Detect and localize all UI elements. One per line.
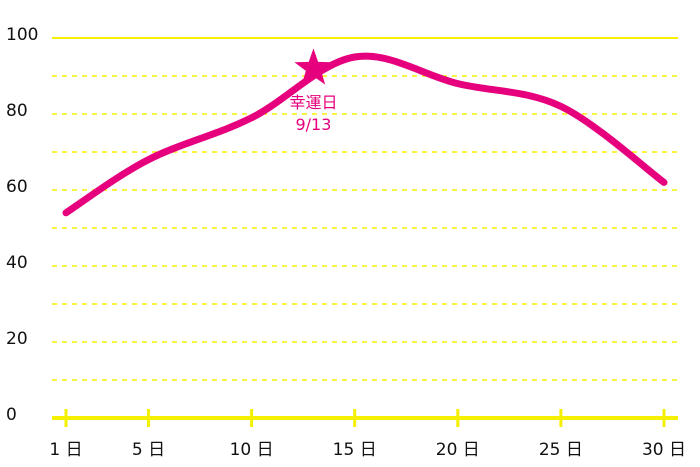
annotation-date: 9/13 <box>295 115 331 134</box>
y-tick-label: 60 <box>6 177 28 197</box>
line-series <box>62 52 668 217</box>
x-tick-label: 10 日 <box>230 440 274 460</box>
x-tick-label: 30 日 <box>642 440 686 460</box>
y-tick-label: 0 <box>6 405 17 425</box>
star-marker <box>294 48 333 85</box>
x-tick-label: 5 日 <box>132 440 165 460</box>
y-tick-label: 80 <box>6 101 28 121</box>
x-tick-label: 1 日 <box>49 440 82 460</box>
annotation-label: 幸運日 <box>289 93 337 112</box>
y-tick-label: 100 <box>6 25 38 45</box>
y-tick-label: 40 <box>6 253 28 273</box>
y-tick-label: 20 <box>6 329 28 349</box>
x-tick-label: 25 日 <box>539 440 583 460</box>
x-tick-label: 20 日 <box>436 440 480 460</box>
x-tick-label: 15 日 <box>333 440 377 460</box>
